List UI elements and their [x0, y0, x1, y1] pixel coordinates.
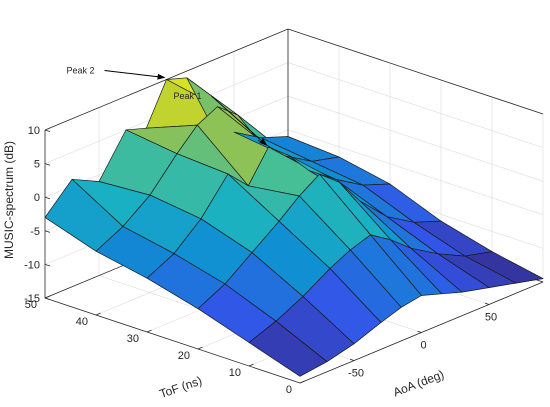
x-tick-mark: [349, 358, 355, 361]
x-tick-label: -50: [348, 368, 364, 380]
z-tick-label: -10: [24, 259, 40, 271]
annotation-label: Peak 2: [67, 66, 95, 76]
y-tick-mark: [146, 329, 152, 333]
y-tick-label: 20: [178, 350, 190, 362]
y-tick-mark: [299, 380, 305, 384]
back-wall-aoa: [288, 29, 543, 282]
y-tick-label: 40: [76, 316, 88, 328]
x-tick-label: 0: [420, 340, 426, 352]
z-tick-label: -15: [24, 293, 40, 305]
surface-patch: [410, 247, 490, 293]
z-tick-mark: [44, 163, 51, 166]
y-axis-line: [44, 297, 301, 384]
y-tick-mark: [95, 312, 101, 316]
x-axis-label: AoA (deg): [391, 367, 446, 399]
z-tick-mark: [44, 264, 51, 267]
z-tick-label: 0: [34, 192, 40, 204]
x-tick-mark: [484, 302, 490, 305]
y-tick-label: 0: [286, 384, 292, 396]
y-tick-mark: [248, 363, 254, 367]
surface-mesh: [44, 77, 544, 377]
z-tick-mark: [44, 230, 51, 233]
x-tick-mark: [417, 330, 422, 333]
z-axis-label: MUSIC-spectrum (dB): [2, 141, 16, 259]
y-tick-mark: [197, 346, 203, 350]
z-tick-label: 10: [28, 125, 40, 137]
z-tick-label: -5: [30, 226, 40, 238]
z-tick-mark: [44, 297, 51, 300]
y-tick-label: 10: [229, 367, 241, 379]
y-tick-mark: [44, 295, 50, 299]
z-tick-label: 5: [34, 159, 40, 171]
annotation-arrow: [211, 95, 268, 146]
x-tick-label: 50: [485, 311, 497, 323]
y-axis-label: ToF (ns): [158, 373, 204, 401]
annotations: Peak 1 Peak 2: [67, 66, 268, 146]
y-tick-label: 50: [25, 299, 37, 311]
z-tick-mark: [44, 196, 51, 200]
y-tick-label: 30: [127, 333, 139, 345]
surface-patch: [248, 320, 328, 377]
annotation-arrow: [104, 70, 166, 80]
annotation-label: Peak 1: [174, 91, 202, 101]
z-tick-mark: [44, 129, 51, 132]
